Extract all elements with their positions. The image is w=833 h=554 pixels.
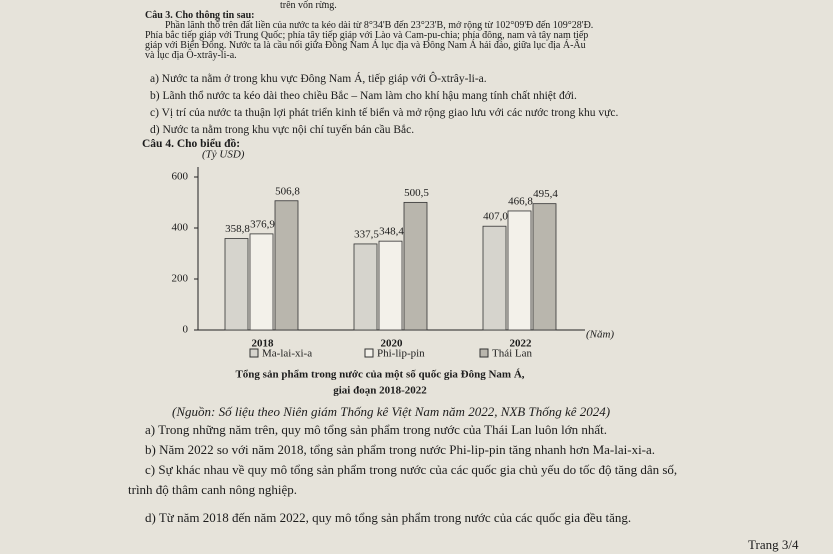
bar — [378, 240, 403, 331]
bar — [274, 200, 299, 331]
option: d) Nước ta nằm trong khu vực nội chí tuy… — [150, 124, 415, 136]
y-tick-label: 400 — [172, 222, 189, 234]
page-number: Trang 3/4 — [748, 537, 799, 552]
value-label: 337,5 — [354, 228, 379, 240]
value-label: 358,8 — [225, 223, 250, 235]
passage-line: Phần lãnh thổ trên đất liền của nước ta … — [165, 20, 594, 31]
y-tick-label: 200 — [172, 273, 189, 285]
y-axis-label: (Tỷ USD) — [202, 149, 245, 161]
question-label: Câu 4. Cho biểu đồ: — [142, 138, 241, 150]
bar — [507, 210, 532, 331]
question-label: Câu 3. Cho thông tin sau: — [145, 10, 255, 21]
chart-title: Tổng sản phẩm trong nước của một số quốc… — [235, 369, 524, 381]
x-tick-label: 2020 — [381, 338, 404, 350]
value-label: 495,4 — [533, 188, 558, 200]
bar — [403, 201, 428, 331]
passage-line: giáp với Biển Đông. Nước ta là cầu nối g… — [145, 40, 586, 51]
header-fragment: trên vốn rừng. — [280, 0, 337, 11]
passage-line: Phía bắc tiếp giáp với Trung Quốc; phía … — [145, 30, 589, 41]
bar — [482, 225, 507, 331]
chart: (Tỷ USD) (Năm) Tổng sản phẩm trong nước … — [172, 149, 615, 397]
y-tick-label: 600 — [172, 171, 189, 183]
option: c) Vị trí của nước ta thuận lợi phát tri… — [150, 107, 619, 119]
source: (Nguồn: Số liệu theo Niên giám Thống kê … — [172, 404, 611, 419]
option: c) Sự khác nhau về quy mô tổng sản phẩm … — [145, 462, 678, 477]
value-label: 506,8 — [275, 185, 300, 197]
x-axis-label: (Năm) — [586, 329, 614, 341]
option: trình độ thâm canh nông nghiệp. — [128, 482, 297, 497]
legend-swatch — [479, 348, 489, 358]
bar — [353, 243, 378, 331]
option: b) Lãnh thổ nước ta kéo dài theo chiều B… — [150, 90, 577, 102]
option: d) Từ năm 2018 đến năm 2022, quy mô tổng… — [145, 510, 632, 525]
value-label: 376,9 — [250, 218, 275, 230]
x-tick-label: 2018 — [252, 338, 275, 350]
legend-swatch — [249, 348, 259, 358]
bar — [249, 233, 274, 331]
legend-label: Phi-lip-pin — [377, 348, 425, 360]
y-tick-label: 0 — [183, 324, 189, 336]
option: a) Nước ta nằm ở trong khu vực Đông Nam … — [150, 73, 487, 85]
legend-swatch — [364, 348, 374, 358]
value-label: 407,0 — [483, 211, 508, 223]
x-tick-label: 2022 — [510, 338, 533, 350]
legend-label: Thái Lan — [492, 348, 533, 360]
bar — [224, 238, 249, 331]
value-label: 500,5 — [404, 187, 429, 199]
option: b) Năm 2022 so với năm 2018, tổng sản ph… — [145, 442, 656, 457]
chart-title: giai đoạn 2018-2022 — [333, 385, 427, 397]
legend-label: Ma-lai-xi-a — [262, 348, 312, 360]
option: a) Trong những năm trên, quy mô tổng sản… — [145, 422, 607, 437]
value-label: 348,4 — [379, 226, 404, 238]
value-label: 466,8 — [508, 195, 533, 207]
passage-line: và lục địa Ô-xtrây-li-a. — [145, 50, 237, 61]
bar — [532, 203, 557, 331]
